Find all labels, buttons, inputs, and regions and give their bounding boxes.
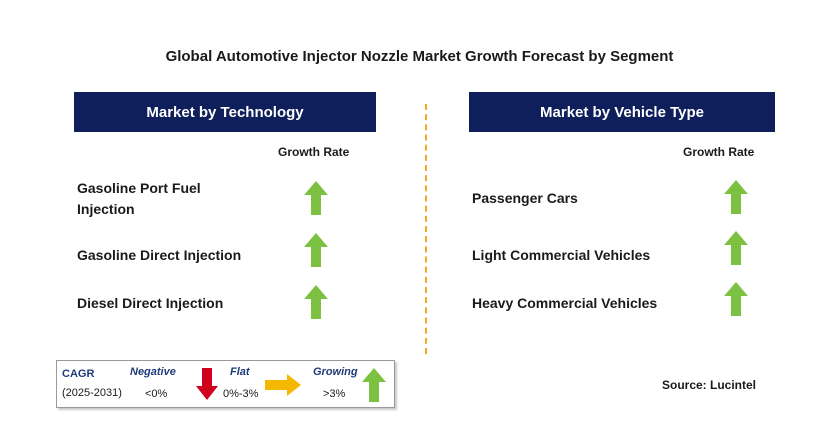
technology-segment-label: Gasoline Port Fuel Injection [77,180,201,217]
vehicle-type-panel-header: Market by Vehicle Type [469,92,775,132]
vehicle-type-header-label: Market by Vehicle Type [540,103,704,121]
growth-up-arrow-icon [724,180,748,214]
growth-up-arrow-icon [724,282,748,316]
growth-up-arrow-icon [304,181,328,215]
technology-growth-rate-label: Growth Rate [278,145,350,159]
flat-right-arrow-icon [265,374,301,396]
legend-flat-range: 0%-3% [223,388,259,400]
vehicle-type-growth-rate-label: Growth Rate [683,145,755,159]
vehicle-type-segment-label: Light Commercial Vehicles [472,247,651,263]
legend-negative-range: <0% [145,388,168,400]
growth-up-arrow-icon [724,231,748,265]
technology-segment-label: Diesel Direct Injection [77,295,224,311]
source-label: Source: Lucintel [662,378,757,392]
growth-up-arrow-icon [304,233,328,267]
technology-segment-label: Gasoline Direct Injection [77,247,242,263]
legend-flat-label: Flat [230,366,250,378]
legend-growing-label: Growing [313,366,358,378]
legend-negative-label: Negative [130,366,176,378]
negative-down-arrow-icon [196,368,218,400]
cagr-legend: CAGR (2025-2031) Negative <0% Flat 0%-3%… [56,360,395,408]
growth-up-arrow-icon [304,285,328,319]
legend-period-label: (2025-2031) [62,387,122,399]
legend-cagr-label: CAGR [62,368,95,380]
technology-panel-header: Market by Technology [74,92,376,132]
vehicle-type-segment-label: Heavy Commercial Vehicles [472,295,658,311]
page-title: Global Automotive Injector Nozzle Market… [165,48,674,65]
growing-up-arrow-icon [362,368,386,402]
legend-growing-range: >3% [323,388,346,400]
vehicle-type-segment-label: Passenger Cars [472,190,578,206]
technology-header-label: Market by Technology [146,103,304,121]
panel-divider [425,104,427,354]
